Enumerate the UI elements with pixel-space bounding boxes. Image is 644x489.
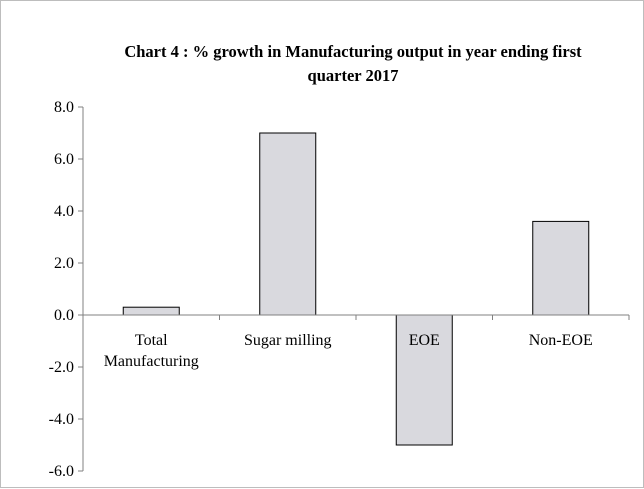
y-tick-label: 4.0 [54,203,74,220]
x-category-label: EOE [409,332,440,349]
y-tick-label: 0.0 [54,307,74,324]
y-tick-label: 2.0 [54,255,74,272]
bar-1 [259,132,317,316]
y-tick-label: 8.0 [54,99,74,116]
x-category-label: Total [135,332,168,349]
bar-0 [122,306,180,316]
x-category-labels: Total Manufacturing Sugar milling EOE Non-EO… [104,332,593,370]
x-category-label: Manufacturing [104,353,199,370]
y-tick-label: -2.0 [49,359,74,376]
bars [122,132,590,446]
chart-title: Chart 4 : % growth in Manufacturing outp… [124,42,582,85]
y-tick-label: -4.0 [49,411,74,428]
axes [78,106,630,472]
bar-2 [395,314,453,446]
y-tick-label: 6.0 [54,151,74,168]
chart-title-line-2: quarter 2017 [308,66,399,85]
x-category-label: Sugar milling [244,332,332,349]
x-category-label: Non-EOE [529,332,593,349]
y-tick-label: -6.0 [49,463,74,480]
y-tick-labels: 8.0 6.0 4.0 2.0 0.0 -2.0 -4.0 -6.0 [49,99,74,480]
bar-3 [532,220,590,316]
chart-title-line-1: Chart 4 : % growth in Manufacturing outp… [124,42,582,61]
